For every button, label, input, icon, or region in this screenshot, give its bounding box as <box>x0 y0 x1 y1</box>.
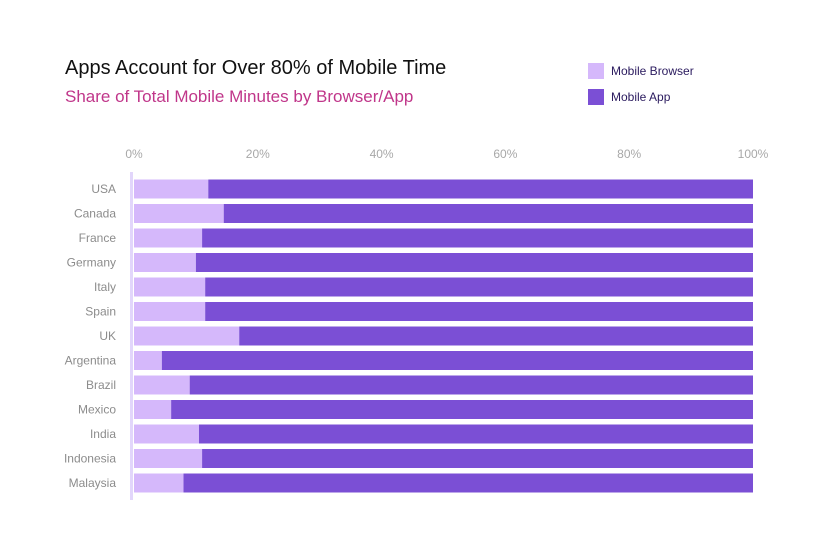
bar-mobile-browser <box>134 204 224 223</box>
bar-mobile-app <box>198 424 753 444</box>
bar-mobile-browser <box>134 400 172 419</box>
chart-title: Apps Account for Over 80% of Mobile Time <box>65 57 447 79</box>
bar-mobile-browser <box>134 277 206 297</box>
bar-mobile-app <box>202 228 754 248</box>
category-label: USA <box>91 182 116 196</box>
bar-mobile-browser <box>134 449 203 468</box>
bar-mobile-app <box>202 449 754 468</box>
category-label: India <box>90 427 116 441</box>
bar-mobile-app <box>161 351 754 370</box>
bar-mobile-browser <box>134 253 196 272</box>
bar-mobile-browser <box>134 424 199 444</box>
x-tick-label: 0% <box>125 147 143 161</box>
category-label: Canada <box>74 207 116 221</box>
legend-swatch-mobile-app <box>588 88 604 105</box>
bar-mobile-app <box>183 473 753 493</box>
bar-mobile-app <box>205 277 753 297</box>
x-tick-label: 20% <box>246 147 270 161</box>
category-label: Mexico <box>78 403 116 417</box>
bar-mobile-browser <box>134 473 184 493</box>
bar-mobile-app <box>189 375 753 395</box>
bar-mobile-app <box>195 253 753 272</box>
category-label: UK <box>99 329 116 343</box>
category-label: Italy <box>94 280 116 294</box>
category-label: Brazil <box>86 378 116 392</box>
bar-mobile-browser <box>134 326 240 346</box>
bar-mobile-browser <box>134 351 162 370</box>
legend-item-mobile-app: Mobile App <box>588 88 694 105</box>
legend-swatch-mobile-browser <box>588 62 604 79</box>
category-label: Germany <box>67 256 116 270</box>
bar-mobile-app <box>171 400 753 419</box>
bar-mobile-app <box>239 326 754 346</box>
legend-label-mobile-app: Mobile App <box>611 89 671 104</box>
bar-mobile-app <box>208 179 753 199</box>
bar-mobile-browser <box>134 179 209 199</box>
x-tick-label: 100% <box>738 147 769 161</box>
y-axis-line <box>130 172 133 500</box>
category-label: Indonesia <box>64 452 116 466</box>
category-label: Argentina <box>65 354 117 368</box>
bar-mobile-browser <box>134 228 203 248</box>
chart-subtitle: Share of Total Mobile Minutes by Browser… <box>65 87 414 106</box>
legend: Mobile Browser Mobile App <box>588 62 694 114</box>
category-label: Malaysia <box>69 476 117 490</box>
bar-mobile-browser <box>134 302 206 321</box>
bar-mobile-app <box>205 302 753 321</box>
legend-label-mobile-browser: Mobile Browser <box>611 63 694 78</box>
legend-item-mobile-browser: Mobile Browser <box>588 62 694 79</box>
bar-mobile-browser <box>134 375 190 395</box>
x-tick-label: 80% <box>617 147 641 161</box>
category-label: France <box>79 231 117 245</box>
x-tick-label: 40% <box>370 147 394 161</box>
bar-mobile-app <box>223 204 753 223</box>
x-tick-label: 60% <box>493 147 517 161</box>
category-label: Spain <box>85 305 116 319</box>
